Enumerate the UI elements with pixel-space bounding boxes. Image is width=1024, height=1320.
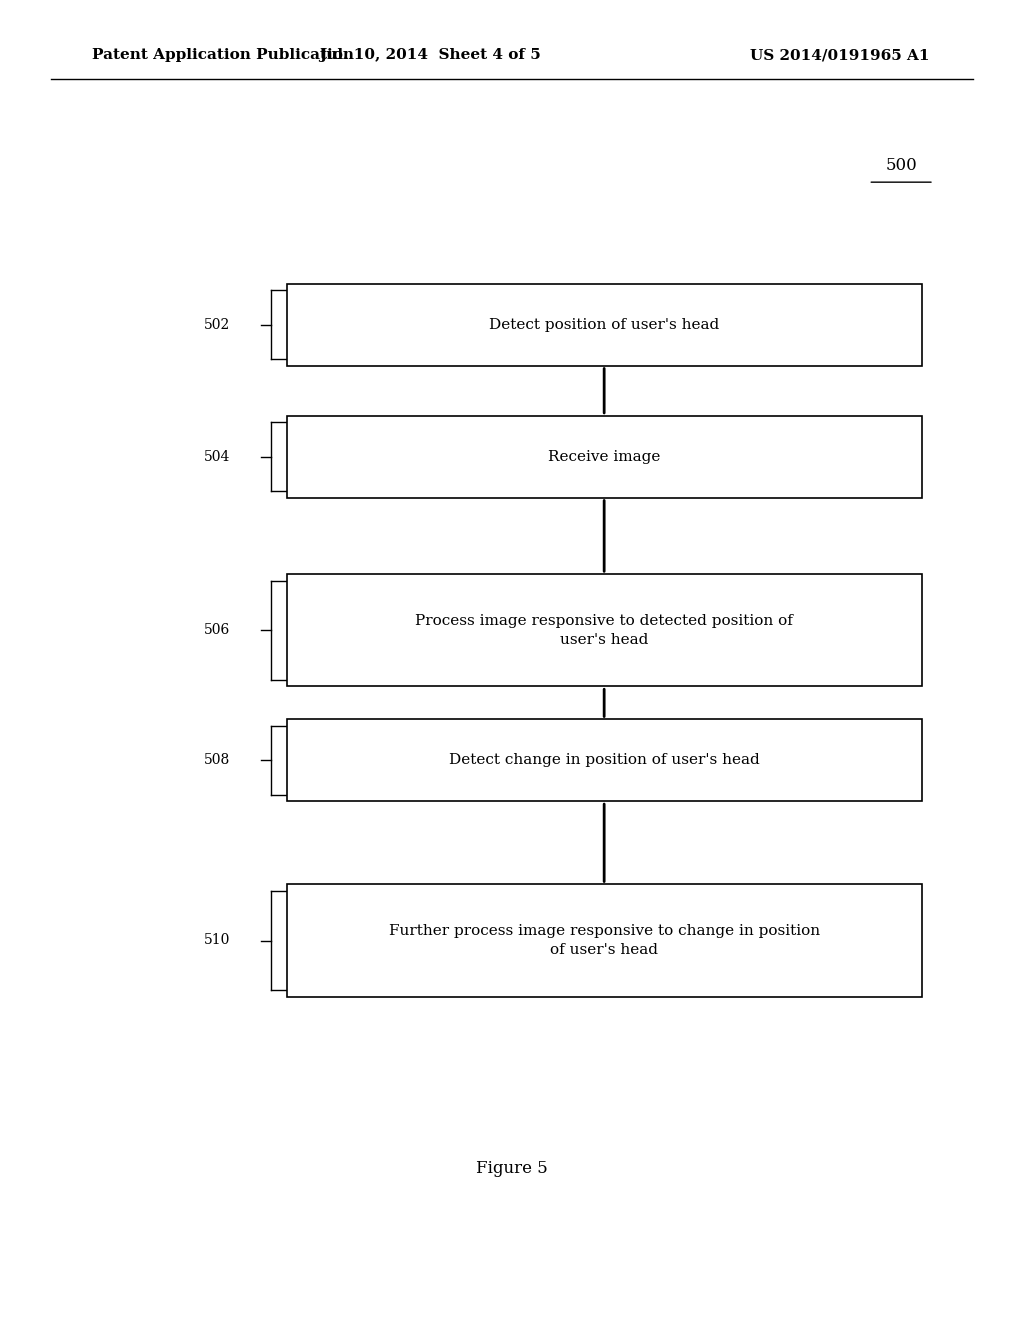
FancyBboxPatch shape (287, 284, 922, 366)
FancyBboxPatch shape (287, 884, 922, 997)
Text: 510: 510 (204, 933, 230, 948)
Text: Further process image responsive to change in position
of user's head: Further process image responsive to chan… (388, 924, 820, 957)
Text: 504: 504 (204, 450, 230, 463)
Text: Detect position of user's head: Detect position of user's head (489, 318, 719, 331)
Text: 506: 506 (204, 623, 230, 638)
Text: 500: 500 (885, 157, 918, 173)
Text: Process image responsive to detected position of
user's head: Process image responsive to detected pos… (415, 614, 794, 647)
Text: 508: 508 (204, 754, 230, 767)
Text: Figure 5: Figure 5 (476, 1160, 548, 1176)
Text: Patent Application Publication: Patent Application Publication (92, 49, 354, 62)
Text: Receive image: Receive image (548, 450, 660, 463)
FancyBboxPatch shape (287, 719, 922, 801)
Text: Jul. 10, 2014  Sheet 4 of 5: Jul. 10, 2014 Sheet 4 of 5 (319, 49, 541, 62)
Text: Detect change in position of user's head: Detect change in position of user's head (449, 754, 760, 767)
Text: US 2014/0191965 A1: US 2014/0191965 A1 (750, 49, 930, 62)
FancyBboxPatch shape (287, 416, 922, 498)
Text: 502: 502 (204, 318, 230, 331)
FancyBboxPatch shape (287, 574, 922, 686)
